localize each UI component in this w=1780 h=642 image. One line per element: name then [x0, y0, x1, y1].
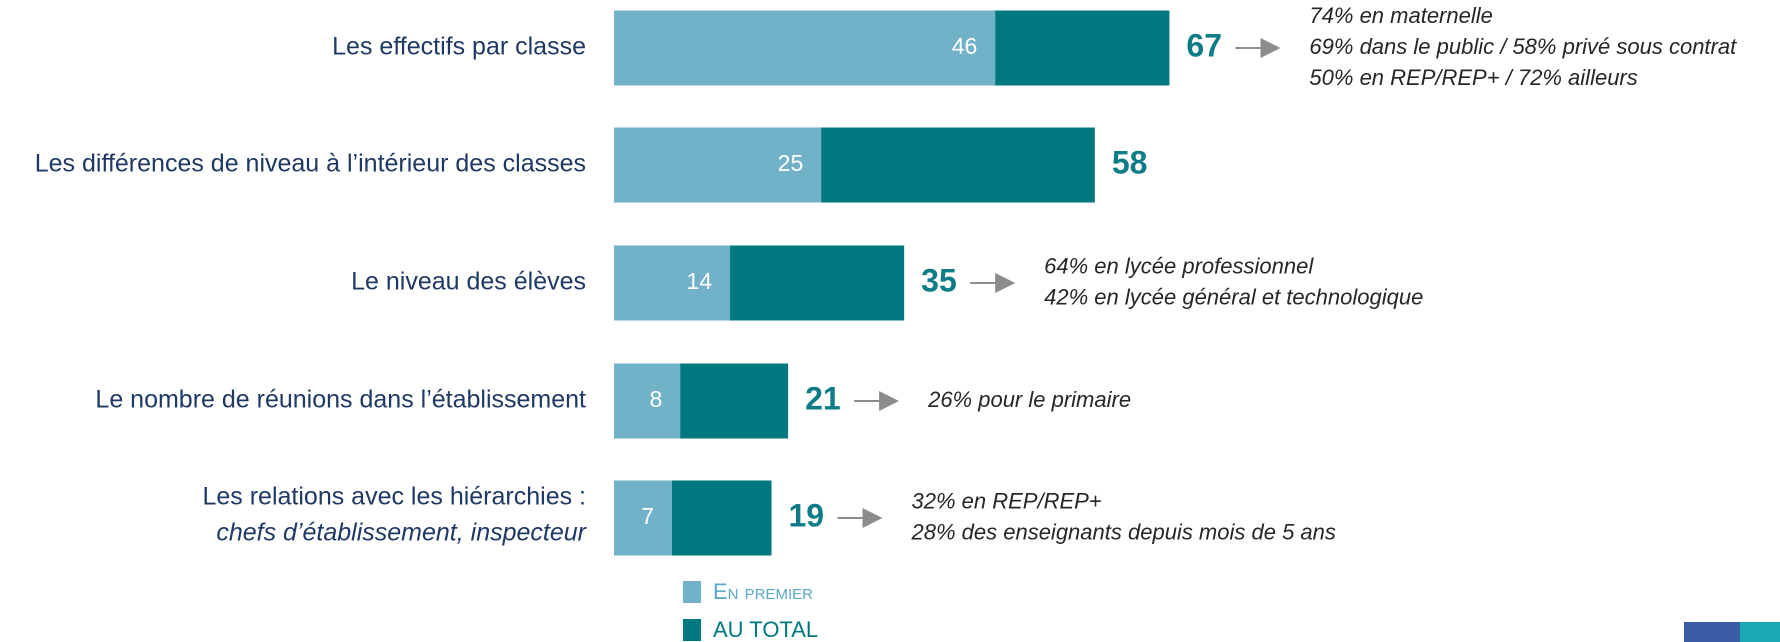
- first-bar: [614, 363, 681, 439]
- category-label: Le niveau des élèves: [351, 268, 586, 296]
- total-value-label: 67: [1186, 27, 1222, 63]
- annotation: 26% pour le primaire: [927, 387, 1131, 412]
- first-value-label: 25: [778, 150, 804, 176]
- total-value-label: 19: [789, 497, 825, 533]
- legend-label: En premier: [713, 579, 813, 604]
- total-value-label: 21: [805, 380, 841, 416]
- first-bar: [614, 127, 822, 203]
- category-label: Les relations avec les hiérarchies :: [202, 483, 586, 511]
- legend-swatch: [683, 619, 701, 641]
- legend-swatch: [683, 581, 701, 603]
- annotation: 28% des enseignants depuis mois de 5 ans: [911, 519, 1336, 544]
- legend-label: AU TOTAL: [713, 617, 818, 642]
- annotation: 64% en lycée professionnel: [1044, 253, 1314, 278]
- category-subtitle: chefs d’établissement, inspecteur: [216, 519, 587, 547]
- category-label: Les différences de niveau à l’intérieur …: [35, 150, 586, 178]
- first-value-label: 8: [650, 386, 663, 412]
- logo: [1684, 622, 1780, 642]
- first-value-label: 14: [686, 268, 712, 294]
- total-value-label: 35: [921, 262, 957, 298]
- category-label: Les effectifs par classe: [332, 33, 586, 61]
- annotation: 74% en maternelle: [1309, 3, 1492, 28]
- category-label: Le nombre de réunions dans l’établisseme…: [95, 386, 586, 414]
- total-value-label: 58: [1112, 144, 1148, 180]
- first-value-label: 7: [641, 503, 654, 529]
- annotation: 32% en REP/REP+: [912, 488, 1102, 513]
- first-value-label: 46: [952, 33, 978, 59]
- annotation: 42% en lycée général et technologique: [1044, 284, 1423, 309]
- first-bar: [614, 10, 996, 86]
- first-bar: [614, 480, 673, 556]
- first-bar: [614, 245, 731, 321]
- annotation: 50% en REP/REP+ / 72% ailleurs: [1309, 65, 1637, 90]
- annotation: 69% dans le public / 58% privé sous cont…: [1309, 34, 1737, 59]
